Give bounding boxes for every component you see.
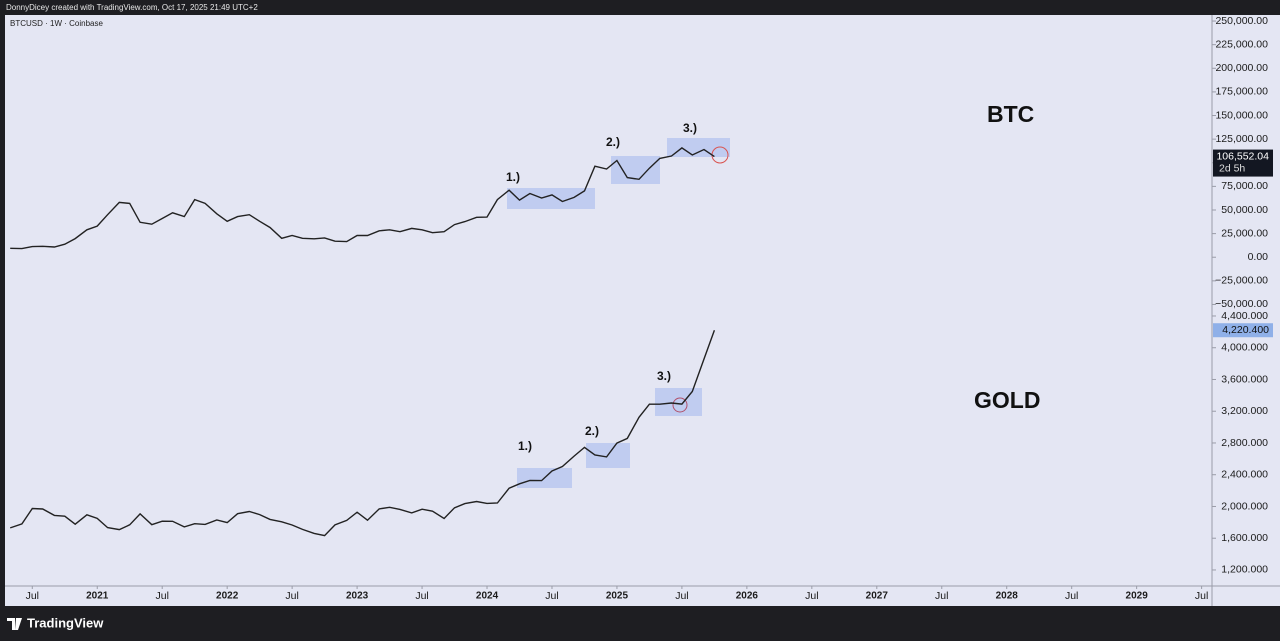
logo-icon	[7, 618, 22, 630]
annotation: 3.)	[683, 121, 697, 135]
annotation: 2.)	[585, 424, 599, 438]
y-tick-label: −50,000.00	[1215, 298, 1268, 310]
x-tick-label: 2024	[476, 591, 499, 602]
y-tick-label: 250,000.00	[1215, 15, 1268, 27]
price-line	[9, 329, 716, 537]
x-tick-label: 2026	[736, 591, 759, 602]
price-axis	[1212, 15, 1280, 606]
y-tick-label: 225,000.00	[1215, 38, 1268, 50]
zone-box	[611, 156, 660, 184]
chart-title: GOLD	[974, 387, 1040, 413]
y-tick-label: 175,000.00	[1215, 86, 1268, 98]
annotation: 3.)	[657, 369, 671, 383]
y-tick-label: 25,000.00	[1221, 227, 1268, 239]
x-tick-label: Jul	[675, 590, 688, 602]
annotation: 1.)	[518, 439, 532, 453]
zone-box	[507, 188, 595, 209]
x-tick-label: Jul	[155, 590, 168, 602]
x-tick-label: Jul	[935, 590, 948, 602]
y-tick-label: 1,200.000	[1221, 564, 1268, 576]
zone-box	[655, 388, 702, 416]
last-price-box	[1213, 323, 1273, 338]
price-line	[10, 147, 715, 250]
chart-title: BTC	[987, 101, 1034, 127]
highlight-circle	[672, 397, 688, 413]
symbol: BTCUSD · 1W · Coinbase	[10, 19, 103, 28]
y-tick-label: 2,400.000	[1221, 469, 1268, 481]
y-tick-label: 2,800.000	[1221, 437, 1268, 449]
plot-area	[5, 15, 1212, 586]
x-tick-label: Jul	[26, 590, 39, 602]
y-tick-label: 1,600.000	[1221, 532, 1268, 544]
x-tick-label: Jul	[1195, 590, 1208, 602]
logo: TradingView	[27, 615, 104, 630]
x-tick-label: Jul	[415, 590, 428, 602]
countdown: 2d 5h	[1219, 162, 1245, 174]
x-tick-label: Jul	[1065, 590, 1078, 602]
y-tick-label: −25,000.00	[1215, 275, 1268, 287]
header: DonnyDicey created with TradingView.com,…	[6, 3, 258, 12]
y-tick-label: 4,400.000	[1221, 310, 1268, 322]
x-tick-label: 2021	[86, 591, 109, 602]
x-tick-label: 2022	[216, 591, 239, 602]
time-axis	[5, 586, 1212, 606]
annotation: 1.)	[506, 170, 520, 184]
y-tick-label: 4,000.000	[1221, 342, 1268, 354]
x-tick-label: 2029	[1126, 591, 1149, 602]
y-tick-label: 125,000.00	[1215, 133, 1268, 145]
y-tick-label: 0.00	[1248, 251, 1269, 263]
x-tick-label: 2027	[866, 591, 889, 602]
x-tick-label: Jul	[805, 590, 818, 602]
x-tick-label: Jul	[545, 590, 558, 602]
last-price-label: 4,220.400	[1222, 324, 1269, 336]
y-tick-label: 150,000.00	[1215, 109, 1268, 121]
y-tick-label: 3,200.000	[1221, 405, 1268, 417]
y-tick-label: 75,000.00	[1221, 180, 1268, 192]
y-tick-label: 50,000.00	[1221, 204, 1268, 216]
x-tick-label: Jul	[285, 590, 298, 602]
zone-box	[667, 138, 730, 157]
annotation: 2.)	[606, 135, 620, 149]
x-tick-label: 2025	[606, 591, 629, 602]
y-tick-label: 200,000.00	[1215, 62, 1268, 74]
x-tick-label: 2028	[996, 591, 1019, 602]
y-tick-label: 3,600.000	[1221, 373, 1268, 385]
last-price-box	[1213, 149, 1273, 177]
y-tick-label: 2,000.000	[1221, 500, 1268, 512]
x-tick-label: 2023	[346, 591, 369, 602]
last-price-label: 106,552.04	[1216, 150, 1269, 162]
